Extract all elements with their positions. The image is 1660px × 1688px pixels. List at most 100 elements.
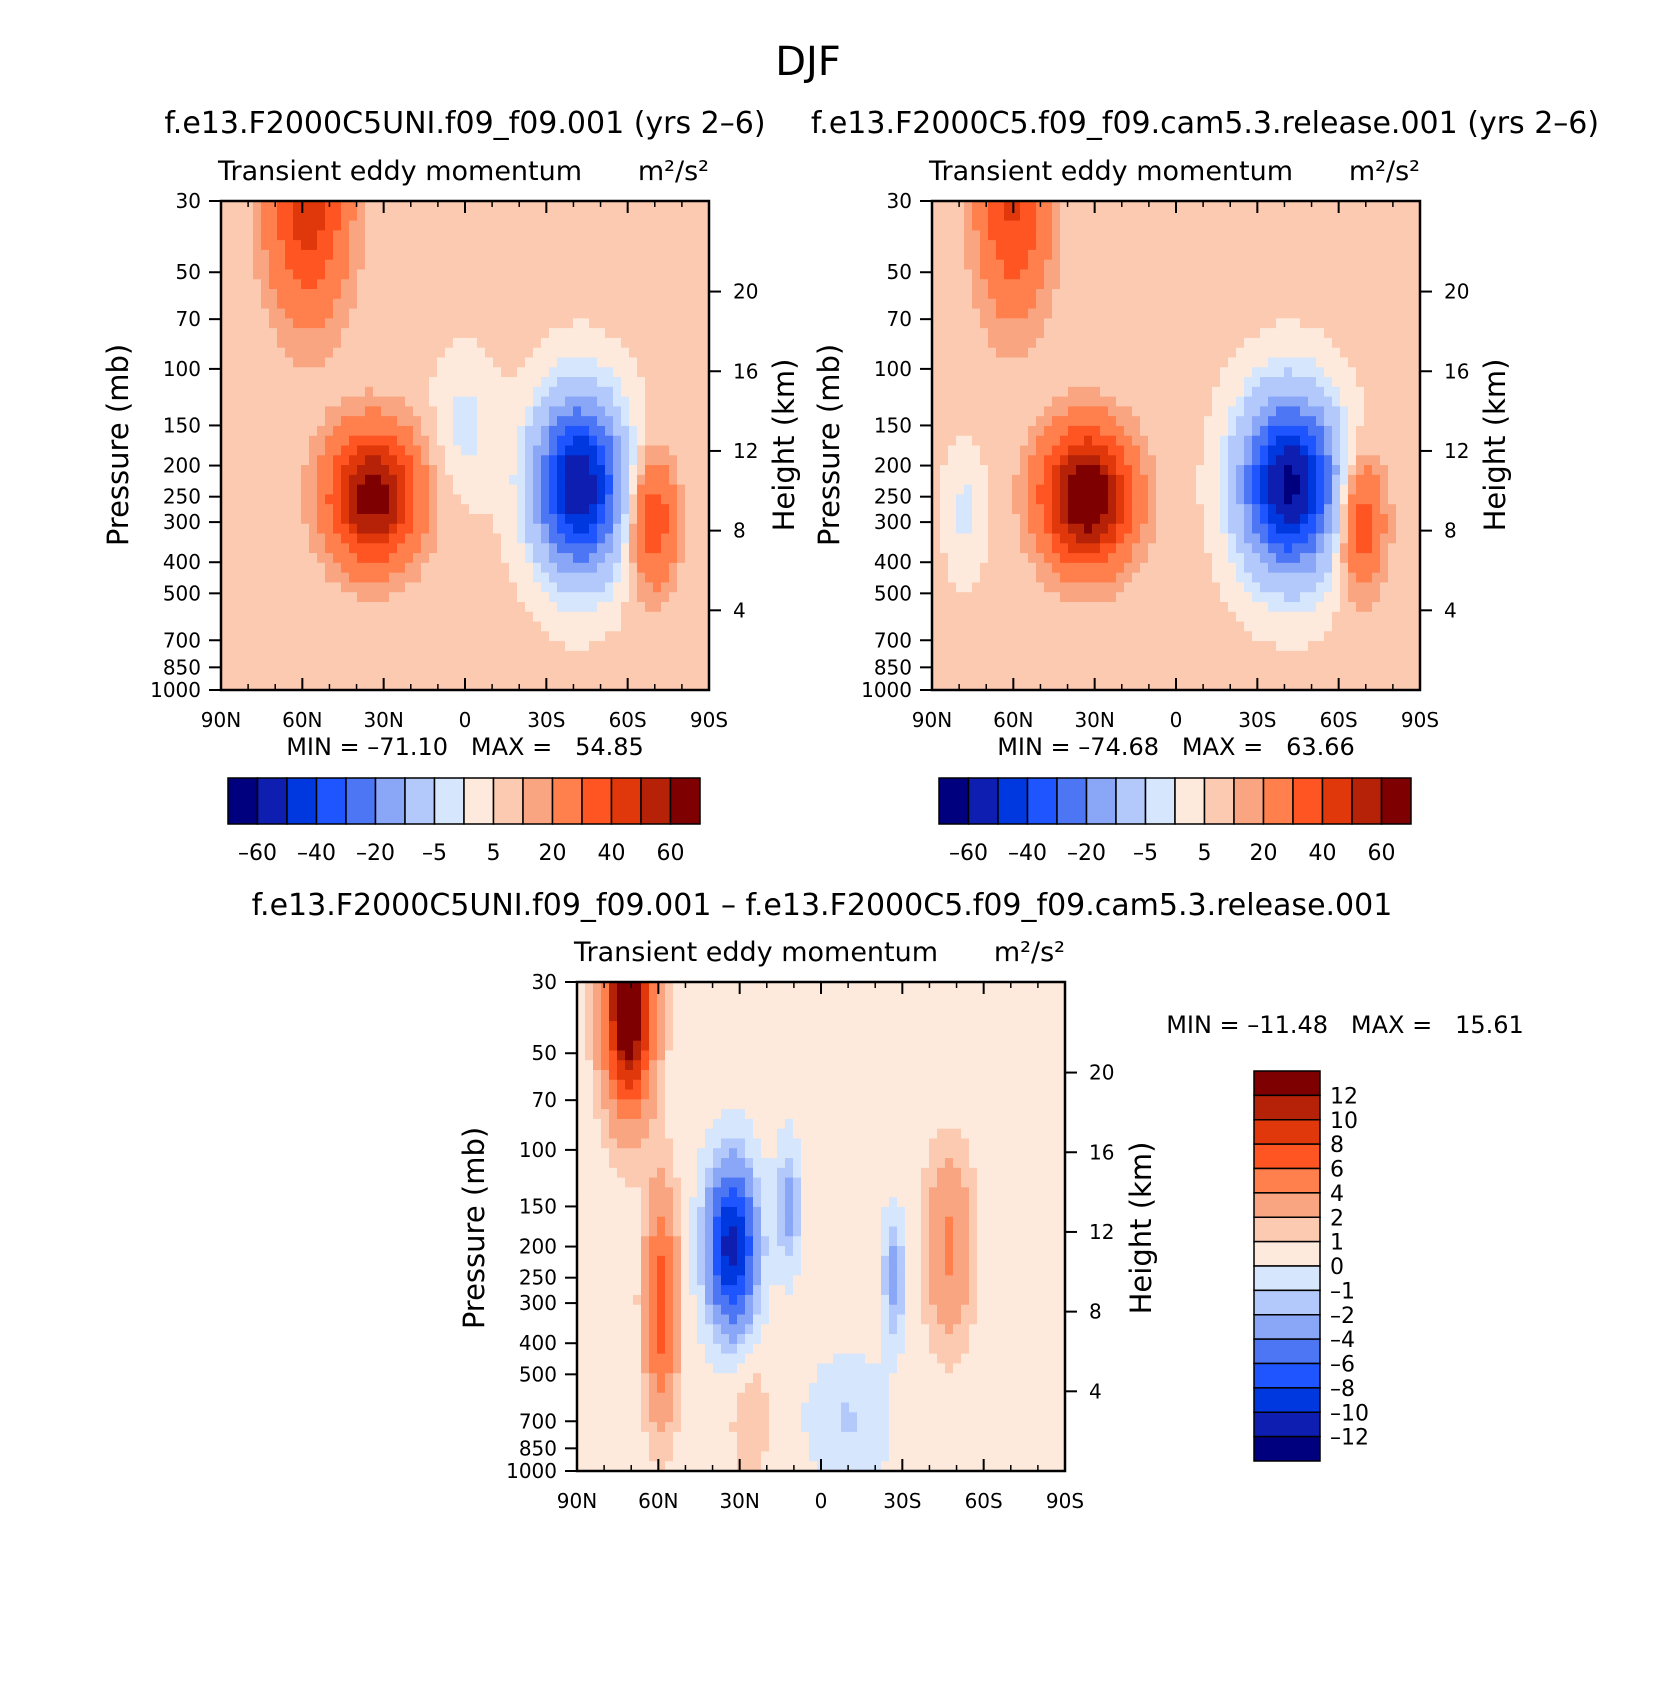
contour-cell xyxy=(621,484,630,495)
contour-cell xyxy=(549,601,558,613)
contour-cell xyxy=(1172,298,1181,310)
contour-cell xyxy=(413,670,422,681)
contour-cell xyxy=(1220,386,1229,398)
contour-cell xyxy=(1276,298,1285,310)
contour-cell xyxy=(477,504,486,515)
contour-cell xyxy=(493,377,502,388)
contour-cell xyxy=(1124,298,1133,310)
contour-cell xyxy=(621,601,630,613)
contour-cell xyxy=(940,425,949,437)
contour-cell xyxy=(701,680,709,690)
contour-cell xyxy=(972,269,981,280)
contour-cell xyxy=(533,347,542,359)
contour-cell xyxy=(1164,484,1173,495)
contour-cell xyxy=(501,465,510,476)
contour-cell xyxy=(301,259,310,271)
contour-cell xyxy=(221,504,230,515)
contour-cell xyxy=(301,240,310,251)
contour-cell xyxy=(1276,210,1285,222)
contour-cell xyxy=(1324,455,1333,466)
contour-cell xyxy=(685,523,694,535)
contour-cell xyxy=(1204,337,1213,349)
contour-cell xyxy=(221,396,230,407)
contour-cell xyxy=(573,269,582,280)
contour-cell xyxy=(341,523,350,535)
contour-cell xyxy=(589,631,598,642)
contour-cell xyxy=(1356,230,1365,241)
contour-cell xyxy=(389,269,398,280)
contour-cell xyxy=(1260,406,1269,417)
contour-cell xyxy=(1348,259,1357,271)
contour-cell xyxy=(1332,289,1341,300)
contour-cell xyxy=(1236,425,1245,437)
contour-cell xyxy=(1140,484,1149,495)
contour-cell xyxy=(293,357,302,368)
contour-cell xyxy=(261,660,270,672)
contour-cell xyxy=(325,650,334,662)
contour-cell xyxy=(1292,201,1301,212)
contour-cell xyxy=(1340,298,1349,310)
contour-cell xyxy=(229,543,238,554)
contour-cell xyxy=(573,445,582,456)
contour-cell xyxy=(405,435,414,447)
contour-cell xyxy=(469,484,478,495)
contour-cell xyxy=(629,533,638,544)
contour-cell xyxy=(1108,396,1117,407)
contour-cell xyxy=(477,337,486,349)
contour-cell xyxy=(1172,386,1181,398)
contour-cell xyxy=(1412,396,1420,407)
contour-cell xyxy=(357,660,366,672)
contour-cell xyxy=(565,396,574,407)
contour-cell xyxy=(1292,455,1301,466)
contour-cell xyxy=(325,210,334,222)
contour-cell xyxy=(1148,201,1157,212)
contour-cell xyxy=(365,347,374,359)
contour-cell xyxy=(229,269,238,280)
contour-cell xyxy=(341,660,350,672)
contour-cell xyxy=(1268,367,1277,378)
contour-cell xyxy=(1052,201,1061,212)
contour-cell xyxy=(1060,416,1069,427)
contour-cell xyxy=(325,328,334,339)
contour-cell xyxy=(1060,289,1069,300)
contour-cell xyxy=(533,406,542,417)
contour-cell xyxy=(1204,484,1213,495)
contour-cell xyxy=(573,474,582,486)
contour-cell xyxy=(1084,210,1093,222)
contour-cell xyxy=(637,279,646,290)
contour-cell xyxy=(613,377,622,388)
contour-cell xyxy=(661,543,670,554)
contour-cell xyxy=(461,337,470,349)
contour-cell xyxy=(980,210,989,222)
contour-cell xyxy=(381,572,390,584)
contour-cell xyxy=(237,523,246,535)
contour-cell xyxy=(1132,435,1141,447)
contour-cell xyxy=(988,337,997,349)
contour-cell xyxy=(693,337,702,349)
contour-cell xyxy=(964,367,973,378)
contour-cell xyxy=(357,308,366,319)
contour-cell xyxy=(589,318,598,329)
contour-cell xyxy=(357,279,366,290)
contour-cell xyxy=(948,386,957,398)
contour-cell xyxy=(253,582,262,593)
contour-cell xyxy=(637,641,646,652)
contour-cell xyxy=(293,562,302,574)
contour-cell xyxy=(613,592,622,603)
contour-cell xyxy=(1052,289,1061,300)
contour-cell xyxy=(501,504,510,515)
contour-cell xyxy=(1140,328,1149,339)
contour-cell xyxy=(373,347,382,359)
contour-cell xyxy=(301,465,310,476)
contour-cell xyxy=(1028,230,1037,241)
contour-cell xyxy=(1244,210,1253,222)
contour-cell xyxy=(229,513,238,525)
contour-cell xyxy=(365,474,374,486)
contour-cell xyxy=(365,660,374,672)
contour-cell xyxy=(1316,347,1325,359)
contour-cell xyxy=(229,396,238,407)
contour-cell xyxy=(597,347,606,359)
contour-cell xyxy=(1180,406,1189,417)
contour-cell xyxy=(1012,328,1021,339)
contour-cell xyxy=(557,406,566,417)
